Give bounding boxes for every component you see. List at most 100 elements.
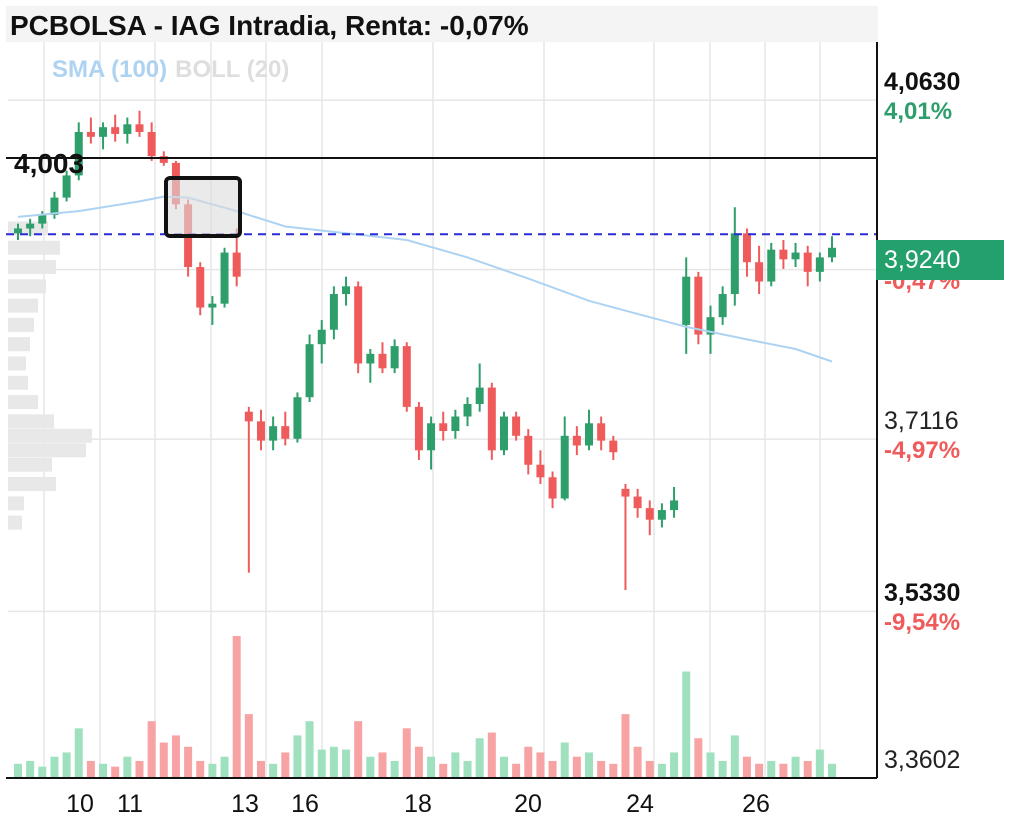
volume-bar-63: [779, 763, 788, 778]
candle-body-16: [208, 303, 217, 308]
candle-body-34: [427, 423, 436, 451]
volume-bar-67: [828, 763, 836, 778]
volume-bar-38: [475, 738, 484, 778]
volume-bar-37: [463, 760, 472, 778]
volume-bar-41: [512, 763, 521, 778]
y-tick-label-4: 3,3602: [884, 746, 961, 774]
volume-bar-31: [390, 760, 399, 778]
volume-bar-55: [682, 671, 691, 778]
legend[interactable]: SMA (100) BOLL (20): [52, 56, 289, 84]
x-tick-label-5: 20: [514, 790, 542, 818]
volume-bar-15: [196, 760, 205, 778]
candle-body-26: [329, 294, 338, 330]
volume-bar-8: [111, 766, 120, 778]
candle-body-60: [742, 233, 751, 263]
x-tick-label-7: 26: [742, 790, 770, 818]
selection-box[interactable]: [164, 176, 242, 238]
candle-body-17: [220, 252, 229, 304]
volume-bar-57: [706, 752, 715, 778]
volume-bar-56: [694, 738, 703, 778]
y-tick-pct-0: 4,01%: [884, 98, 953, 126]
profile-bar-15: [8, 496, 24, 511]
candle-body-59: [730, 233, 739, 295]
candle-body-18: [232, 252, 241, 277]
candle-body-54: [670, 500, 679, 511]
volume-bar-21: [269, 763, 278, 778]
candle-body-25: [317, 329, 326, 345]
candle-body-33: [414, 406, 423, 451]
profile-bar-4: [8, 298, 38, 313]
candle-body-35: [439, 423, 448, 431]
volume-bar-50: [621, 714, 630, 778]
profile-bar-10: [8, 414, 54, 429]
candle-body-51: [633, 496, 642, 509]
candle-body-3: [50, 197, 59, 215]
volume-bar-23: [293, 735, 302, 778]
candle-body-58: [718, 294, 727, 318]
volume-bar-14: [184, 746, 193, 778]
candle-body-22: [281, 426, 290, 439]
candle-body-45: [560, 435, 569, 499]
profile-bar-5: [8, 317, 34, 332]
x-tick-label-3: 16: [291, 790, 319, 818]
candle-body-4: [62, 175, 71, 198]
candle-body-56: [694, 276, 703, 335]
volume-bar-33: [414, 746, 423, 778]
volume-bar-53: [657, 763, 666, 778]
candle-body-24: [305, 344, 314, 398]
x-tick-label-2: 13: [231, 790, 259, 818]
title-bar: [6, 6, 878, 42]
volume-bar-43: [536, 752, 545, 778]
candle-body-0: [14, 228, 22, 234]
volume-bar-60: [742, 756, 751, 778]
volume-bar-42: [524, 746, 533, 778]
candle-body-50: [621, 488, 630, 497]
y-tick-pct-2: -4,97%: [884, 437, 961, 465]
volume-bar-18: [232, 636, 241, 778]
profile-bar-3: [8, 279, 46, 294]
candle-body-65: [803, 252, 812, 272]
profile-bar-11: [8, 428, 92, 443]
candle-body-39: [487, 387, 496, 451]
candle-body-37: [463, 403, 472, 417]
volume-bar-44: [548, 760, 557, 778]
y-tick-label-2: 3,7116: [884, 407, 959, 436]
candle-body-32: [402, 346, 411, 407]
candles: [14, 110, 836, 591]
candle-body-38: [475, 387, 484, 404]
profile-bar-7: [8, 356, 26, 371]
candle-body-53: [657, 510, 666, 520]
candle-body-19: [244, 411, 253, 422]
volume-bar-1: [26, 760, 35, 778]
legend-sma[interactable]: SMA (100): [52, 56, 168, 83]
legend-boll[interactable]: BOLL (20): [175, 56, 290, 83]
volume-bar-7: [99, 763, 108, 778]
y-tick-pct-3: -9,54%: [884, 609, 961, 637]
volume-bar-9: [123, 756, 132, 778]
candle-body-30: [378, 353, 387, 369]
volume-bar-40: [499, 756, 508, 778]
candle-body-27: [342, 286, 351, 295]
volume-bar-20: [256, 760, 265, 778]
volume-bar-49: [609, 763, 618, 778]
candle-body-52: [645, 508, 654, 520]
volume-bar-29: [366, 756, 375, 778]
volume-bar-0: [14, 763, 22, 778]
volume-bar-11: [147, 721, 156, 778]
volume-bar-39: [487, 732, 496, 778]
candle-body-5: [74, 132, 83, 176]
candle-body-41: [512, 416, 521, 436]
x-tick-label-6: 24: [626, 790, 654, 818]
volume-bar-58: [718, 760, 727, 778]
level-label: 4,003: [14, 148, 85, 179]
candle-body-62: [767, 249, 776, 282]
volume-bar-17: [220, 756, 229, 778]
volume-profile: [8, 221, 92, 530]
volume-bar-26: [329, 746, 338, 778]
volume-bar-5: [74, 728, 83, 778]
volume-bar-19: [244, 714, 253, 778]
candle-body-9: [123, 124, 132, 134]
grid: [8, 40, 877, 779]
volume-bar-47: [585, 752, 594, 778]
